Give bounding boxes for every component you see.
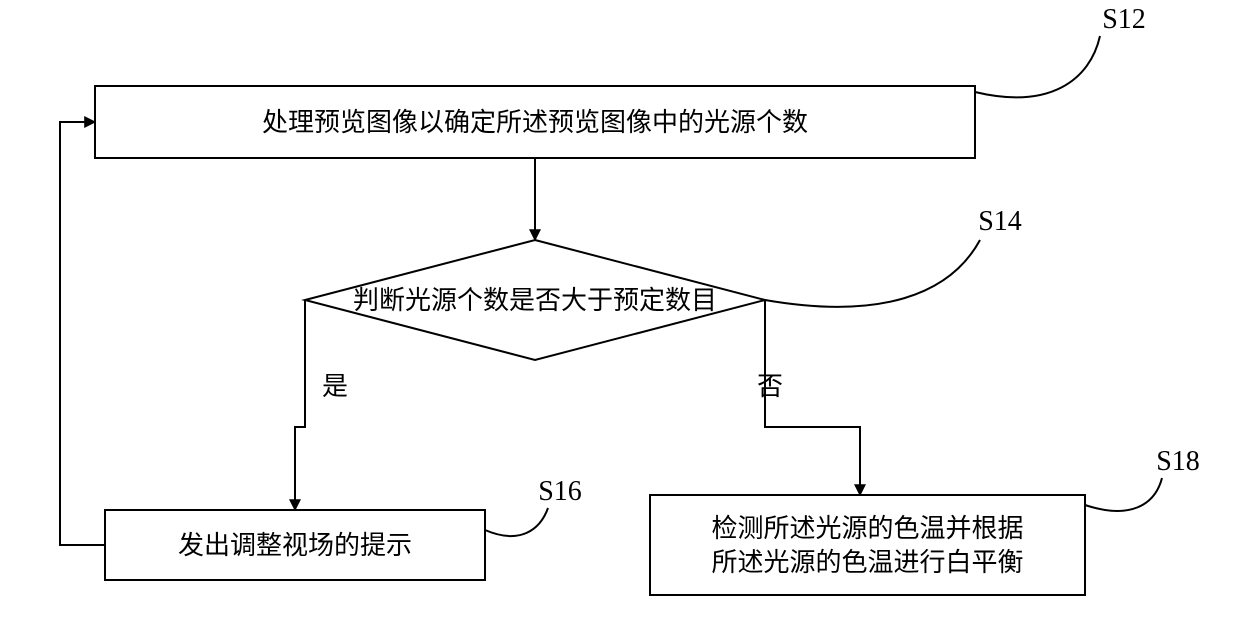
step-label-s18: S18 [1156,446,1200,477]
node-s16: 发出调整视场的提示 S16 [105,476,582,580]
step-label-s14: S14 [978,206,1022,237]
step-label-s12: S12 [1102,4,1146,35]
node-text-s18-line0: 检测所述光源的色温并根据 [711,514,1023,543]
node-box-s18 [650,495,1085,595]
edge-s14-yes-to-s16 [295,300,305,510]
node-s12: 处理预览图像以确定所述预览图像中的光源个数 S12 [95,4,1146,158]
leader-s18 [1085,478,1162,511]
leader-s12 [975,36,1100,97]
edge-s16-loop-to-s12 [60,122,105,545]
node-text-s14: 判断光源个数是否大于预定数目 [353,286,717,315]
node-s14: 判断光源个数是否大于预定数目 S14 [305,206,1022,360]
node-text-s12: 处理预览图像以确定所述预览图像中的光源个数 [262,108,808,137]
edge-label-s14-no-to-s18: 否 [757,372,783,401]
node-text-s16: 发出调整视场的提示 [178,531,412,560]
node-s18: 检测所述光源的色温并根据所述光源的色温进行白平衡 S18 [650,446,1200,595]
leader-s14 [765,240,980,307]
step-label-s16: S16 [538,476,582,507]
node-text-s18-line1: 所述光源的色温进行白平衡 [711,548,1023,577]
leader-s16 [485,508,548,536]
edge-label-s14-yes-to-s16: 是 [322,372,348,401]
